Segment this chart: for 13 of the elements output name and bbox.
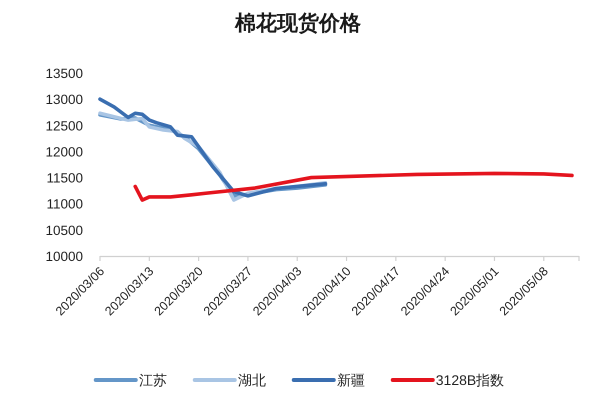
y-tick-label: 10000: [45, 249, 83, 264]
y-tick-label: 12500: [45, 118, 83, 134]
y-tick-label: 11500: [46, 170, 83, 186]
legend-label: 江苏: [138, 372, 167, 388]
y-tick-label: 13500: [45, 66, 83, 81]
y-tick-label: 10500: [45, 222, 83, 238]
legend-label: 湖北: [238, 372, 266, 388]
legend-label: 新疆: [336, 372, 365, 388]
y-tick-label: 12000: [45, 144, 83, 160]
title: 棉花现货价格: [235, 12, 361, 35]
y-tick-label: 11000: [46, 196, 83, 212]
legend-label: 3128B指数: [436, 372, 504, 388]
y-tick-label: 13000: [45, 92, 83, 108]
